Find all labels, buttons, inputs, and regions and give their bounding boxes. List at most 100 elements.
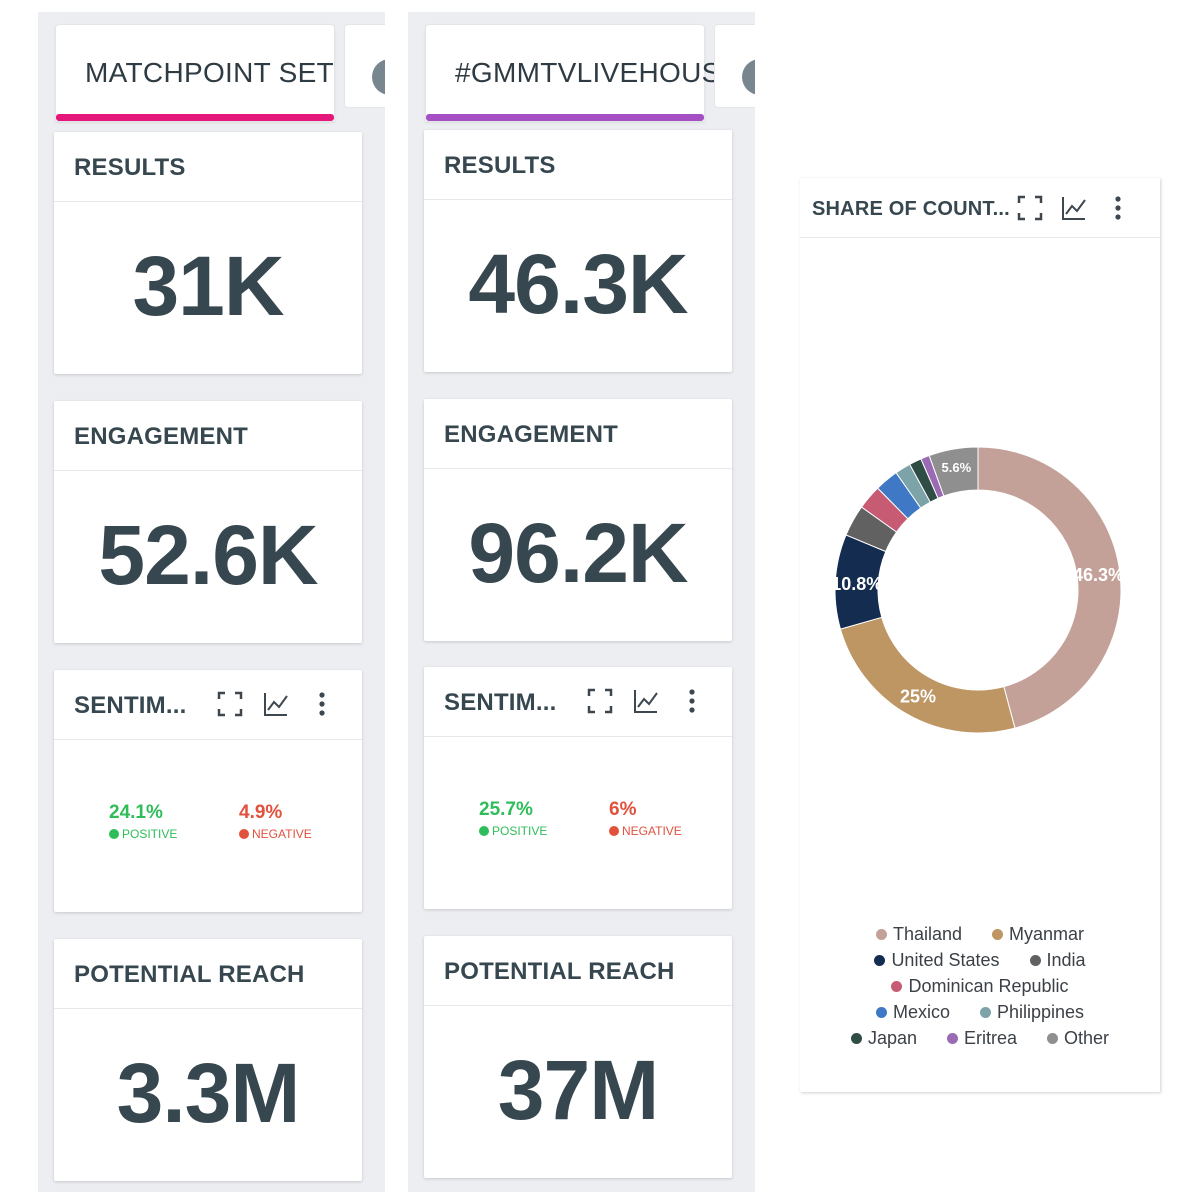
tab-matchpoint[interactable]: MATCHPOINT SET ... — [55, 24, 347, 122]
reach-value: 3.3M — [116, 1046, 301, 1140]
legend-label: Japan — [867, 1027, 917, 1048]
slice-other[interactable] — [928, 446, 979, 497]
line-chart-icon[interactable] — [262, 690, 290, 718]
tab-gmmtv[interactable]: #GMMTVLIVEHOUSE — [425, 24, 717, 122]
card-title: RESULTS — [444, 152, 556, 179]
legend-item-thailand[interactable]: Thailand — [875, 923, 963, 944]
legend-item-myanmar[interactable]: Myanmar — [992, 924, 1084, 944]
results-value: 31K — [132, 239, 284, 333]
tab-label: MATCHPOINT SET ... — [85, 57, 347, 88]
negative-label: NEGATIVE — [622, 824, 682, 838]
chart-title: SHARE OF COUNT... — [812, 198, 1010, 220]
circle-icon — [742, 59, 755, 95]
line-chart-icon[interactable] — [632, 687, 660, 715]
card-title: ENGAGEMENT — [74, 423, 249, 450]
next-tab-button[interactable] — [344, 24, 385, 108]
legend-dot — [874, 954, 886, 966]
card-title: ENGAGEMENT — [444, 421, 619, 448]
dashboard-column-matchpoint: MATCHPOINT SET ... RESULTS 31K ENGAGEMEN… — [38, 12, 385, 1192]
positive-label: POSITIVE — [122, 827, 178, 841]
results-card: RESULTS 31K — [54, 132, 362, 374]
positive-sentiment: 25.7% POSITIVE — [479, 799, 547, 838]
legend-item-dominican-republic[interactable]: Dominican Republic — [891, 975, 1069, 996]
positive-sentiment: 24.1% POSITIVE — [109, 802, 177, 841]
reach-card: POTENTIAL REACH 3.3M — [54, 939, 362, 1181]
legend-label: Thailand — [892, 923, 963, 944]
legend-label: Eritrea — [964, 1027, 1018, 1048]
smile-icon — [479, 826, 489, 836]
card-title: POTENTIAL REACH — [74, 961, 305, 988]
sentiment-card: SENTIM... 24.1% POSITIVE 4.9% NEGATIVE — [54, 670, 362, 912]
card-title: RESULTS — [74, 154, 186, 181]
legend-item-other[interactable]: Other — [1047, 1028, 1109, 1048]
expand-icon[interactable] — [216, 690, 244, 718]
legend-item-india[interactable]: India — [1029, 949, 1086, 970]
results-card: RESULTS 46.3K — [424, 130, 732, 372]
legend-item-eritrea[interactable]: Eritrea — [947, 1028, 1017, 1048]
legend-label: Dominican Republic — [908, 975, 1069, 996]
more-vertical-icon[interactable] — [308, 690, 336, 718]
engagement-card: ENGAGEMENT 52.6K — [54, 401, 362, 643]
frown-icon — [239, 829, 249, 839]
expand-icon[interactable] — [1016, 194, 1044, 222]
card-title: SENTIM... — [444, 689, 557, 716]
slice-label: 46.3% — [1073, 565, 1124, 585]
legend-dot — [875, 928, 887, 940]
chart-legend: Thailand Myanmar United States India Dom… — [800, 924, 1160, 1054]
line-chart-icon[interactable] — [1060, 194, 1088, 222]
legend-dot — [1047, 1032, 1059, 1044]
reach-value: 37M — [497, 1043, 659, 1137]
reach-card: POTENTIAL REACH 37M — [424, 936, 732, 1178]
donut-chart: 46.3% 25% 10.8% 5.6% — [831, 446, 1124, 734]
legend-item-mexico[interactable]: Mexico — [875, 1001, 950, 1022]
tab-label: #GMMTVLIVEHOUSE — [455, 57, 717, 88]
legend-label: Myanmar — [1009, 923, 1085, 944]
slice-label: 10.8% — [831, 574, 882, 594]
legend-label: Other — [1064, 1027, 1110, 1048]
frown-icon — [609, 826, 619, 836]
legend-label: Philippines — [996, 1001, 1085, 1022]
positive-value: 24.1% — [109, 802, 163, 823]
smile-icon — [109, 829, 119, 839]
share-of-country-card: SHARE OF COUNT... 46.3% 25% 10.8% 5.6% Thai… — [800, 178, 1160, 1092]
legend-item-japan[interactable]: Japan — [850, 1027, 917, 1048]
legend-item-philippines[interactable]: Philippines — [979, 1001, 1085, 1022]
legend-item-united-states[interactable]: United States — [874, 949, 1000, 970]
legend-dot — [992, 928, 1004, 940]
legend-dot — [875, 1006, 887, 1018]
slice-label: 25% — [900, 687, 936, 707]
negative-label: NEGATIVE — [252, 827, 312, 841]
slice-thailand[interactable] — [977, 446, 1122, 729]
legend-dot — [979, 1006, 991, 1018]
legend-dot — [850, 1032, 862, 1044]
engagement-card: ENGAGEMENT 96.2K — [424, 399, 732, 641]
card-title: SENTIM... — [74, 692, 187, 719]
positive-value: 25.7% — [479, 799, 533, 820]
expand-icon[interactable] — [586, 687, 614, 715]
legend-label: India — [1046, 949, 1086, 970]
negative-value: 4.9% — [239, 802, 283, 823]
legend-dot — [947, 1032, 958, 1044]
negative-sentiment: 4.9% NEGATIVE — [239, 802, 312, 841]
slice-label: 5.6% — [942, 460, 972, 475]
engagement-value: 96.2K — [468, 506, 688, 600]
sentiment-card: SENTIM... 25.7% POSITIVE 6% NEGATIVE — [424, 667, 732, 909]
negative-value: 6% — [609, 799, 637, 820]
slice-myanmar[interactable] — [839, 616, 1016, 734]
circle-icon — [372, 59, 385, 95]
legend-dot — [891, 980, 903, 992]
tab-underline — [426, 114, 704, 121]
positive-label: POSITIVE — [492, 824, 548, 838]
engagement-value: 52.6K — [98, 508, 318, 602]
legend-label: Mexico — [892, 1001, 950, 1022]
card-title: POTENTIAL REACH — [444, 958, 675, 985]
dashboard-column-gmmtv: #GMMTVLIVEHOUSE RESULTS 46.3K ENGAGEMENT… — [408, 12, 755, 1192]
legend-dot — [1029, 954, 1041, 966]
next-tab-button[interactable] — [714, 24, 755, 108]
legend-label: United States — [891, 949, 1000, 970]
more-vertical-icon[interactable] — [1104, 194, 1132, 222]
negative-sentiment: 6% NEGATIVE — [609, 799, 682, 838]
more-vertical-icon[interactable] — [678, 687, 706, 715]
results-value: 46.3K — [468, 237, 688, 331]
tab-underline — [56, 114, 334, 121]
